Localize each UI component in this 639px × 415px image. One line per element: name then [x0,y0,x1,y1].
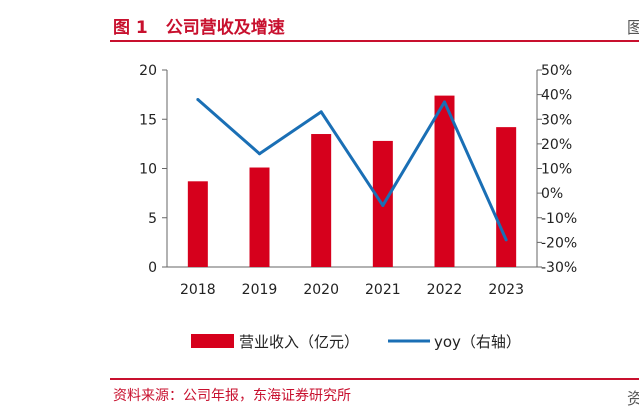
figure-title-text: 公司营收及增速 [165,18,285,38]
right-tick-label: 0% [541,186,563,202]
right-tick-label: 40% [541,88,572,104]
x-tick-label: 2021 [365,282,401,298]
yoy-point-2018 [196,98,200,102]
right-tick-label: -30% [541,260,577,276]
x-tick-label: 2018 [180,282,216,298]
right-tick-label: 30% [541,112,572,128]
clipped-edge-text-bottom: 资 [627,389,639,408]
yoy-point-2020 [319,110,323,114]
yoy-point-2022 [443,100,446,104]
right-tick-label: 10% [541,162,572,178]
bottom-rule [110,378,639,380]
source-note: 资料来源：公司年报，东海证券研究所 [113,388,351,404]
x-tick-label: 2022 [427,282,463,298]
bar-2019 [249,167,270,267]
x-tick-label: 2023 [488,282,524,298]
right-tick-label: 20% [541,137,572,153]
right-tick-label: -10% [541,211,577,227]
figure-title: 图 1 公司营收及增速 [113,13,285,38]
left-tick-label: 10 [139,162,157,178]
top-rule [110,40,639,42]
yoy-point-2023 [504,238,508,242]
left-tick-label: 15 [139,112,157,128]
clipped-edge-text-top: 图 [627,18,639,37]
bar-2020 [311,134,332,267]
bar-2022 [434,95,455,267]
right-tick-label: 50% [541,63,572,79]
yoy-line [196,98,508,241]
x-tick-label: 2020 [303,282,339,298]
legend-line-label: yoy（右轴） [434,333,521,351]
legend-bar-label: 营业收入（亿元） [239,333,359,351]
bar-2018 [187,181,208,267]
x-tick-label: 2019 [242,282,278,298]
left-tick-label: 0 [148,260,157,276]
bar-2023 [496,127,517,267]
left-tick-label: 20 [139,63,157,79]
yoy-point-2019 [258,152,261,156]
right-tick-label: -20% [541,235,577,251]
figure-number: 图 1 [113,18,148,38]
left-tick-label: 5 [148,211,157,227]
legend-bar-swatch [191,334,234,348]
yoy-point-2021 [381,203,385,207]
